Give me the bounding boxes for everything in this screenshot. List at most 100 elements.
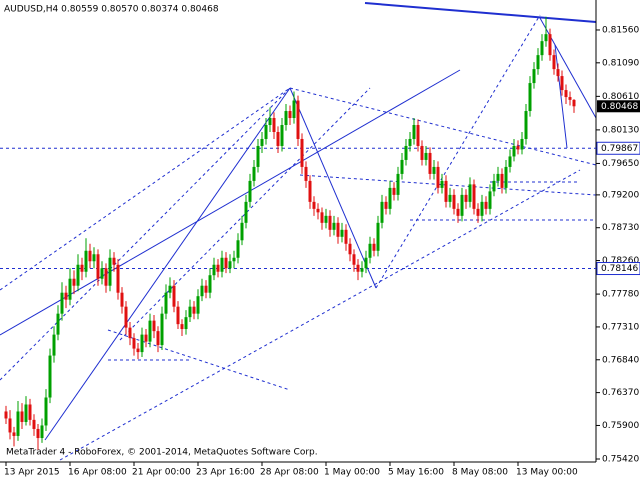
- candle-body: [184, 317, 188, 330]
- candle-body: [544, 34, 548, 42]
- candle-body: [144, 334, 148, 342]
- candle-body: [128, 327, 132, 339]
- candle-body: [556, 69, 560, 77]
- candle-body: [540, 41, 544, 56]
- y-tick-label: 0.80610: [602, 92, 639, 102]
- y-tick-label: 0.78730: [602, 223, 639, 233]
- candle-body: [236, 240, 240, 258]
- footer: MetaTrader 4 - RoboForex, © 2001-2014, M…: [6, 448, 318, 458]
- current-price-box: [597, 100, 640, 113]
- candle-body: [320, 212, 324, 223]
- candle-body: [560, 76, 564, 91]
- candle-body: [80, 264, 84, 272]
- candle-body: [36, 428, 40, 439]
- candle-body: [148, 320, 152, 342]
- candle-body: [484, 201, 488, 209]
- y-tick-label: 0.79200: [602, 190, 639, 200]
- candle-body: [44, 397, 48, 426]
- candle-body: [348, 243, 352, 255]
- y-tick-label: 0.77780: [602, 290, 639, 300]
- candle-body: [172, 285, 176, 307]
- candle-body: [140, 334, 144, 353]
- candle-body: [456, 208, 460, 216]
- candle-body: [200, 285, 204, 297]
- candle-body: [16, 411, 20, 436]
- candle-body: [352, 254, 356, 265]
- x-tick-label: 1 May 00:00: [324, 468, 380, 478]
- candle-body: [336, 222, 340, 237]
- candle-body: [196, 296, 200, 314]
- level-label-box: [596, 262, 640, 276]
- candle-body: [424, 152, 428, 160]
- candle-body: [440, 180, 444, 188]
- candle-body: [160, 313, 164, 346]
- candle-body: [288, 111, 292, 119]
- candle-body: [316, 208, 320, 213]
- candle-body: [332, 222, 336, 230]
- candle-body: [68, 278, 72, 300]
- candle-body: [124, 306, 128, 328]
- y-tick-label: 0.79650: [602, 159, 639, 169]
- x-tick-label: 8 May 08:00: [452, 468, 508, 478]
- candle-body: [120, 292, 124, 307]
- candle-body: [308, 180, 312, 202]
- candle-body: [92, 254, 96, 262]
- candle-body: [384, 201, 388, 209]
- x-tick-label: 13 Apr 2015: [4, 468, 60, 478]
- candle-body: [216, 264, 220, 272]
- candle-body: [240, 222, 244, 241]
- candle-body: [356, 264, 360, 272]
- y-tick-label: 0.76370: [602, 388, 639, 398]
- candle-body: [372, 243, 376, 251]
- candle-body: [476, 208, 480, 216]
- candle-body: [112, 257, 116, 265]
- candle-body: [88, 250, 92, 262]
- candle-body: [436, 166, 440, 188]
- candle-body: [328, 215, 332, 230]
- y-tick-label: 0.75900: [602, 421, 639, 431]
- candle-body: [304, 166, 308, 181]
- candle-body: [272, 118, 276, 132]
- candle-body: [56, 313, 60, 335]
- candle-body: [388, 187, 392, 209]
- candle-body: [464, 194, 468, 202]
- candle-body: [176, 306, 180, 325]
- candle-body: [280, 125, 284, 146]
- candle-body: [368, 243, 372, 258]
- candle-body: [20, 411, 24, 422]
- candle-body: [300, 138, 304, 167]
- candle-body: [548, 34, 552, 56]
- analysis-lines: [0, 2, 597, 461]
- candle-body: [244, 201, 248, 223]
- candle-body: [60, 292, 64, 314]
- candle-body: [448, 194, 452, 202]
- candle-body: [344, 229, 348, 244]
- candle-body: [208, 275, 212, 293]
- candle-body: [572, 99, 576, 107]
- candle-body: [412, 125, 416, 139]
- chart-title: AUDUSD,H4 0.80559 0.80570 0.80374 0.8046…: [4, 5, 219, 15]
- candle-body: [460, 194, 464, 216]
- x-tick-label: 21 Apr 00:00: [132, 468, 191, 478]
- y-tick-label: 0.78260: [602, 256, 639, 266]
- candle-body: [248, 180, 252, 202]
- candle-body: [204, 285, 208, 293]
- candle-body: [492, 180, 496, 192]
- level-label: 0.79867: [601, 144, 638, 154]
- candle-body: [324, 215, 328, 223]
- candle-body: [8, 418, 12, 433]
- current-price-label: 0.80468: [601, 102, 638, 112]
- candle-body: [52, 334, 56, 356]
- candle-body: [504, 166, 508, 188]
- candle-body: [516, 145, 520, 150]
- candle-body: [108, 257, 112, 286]
- x-tick-label: 16 Apr 08:00: [68, 468, 127, 478]
- candle-body: [256, 145, 260, 167]
- candle-body: [220, 257, 224, 272]
- candle-body: [168, 285, 172, 293]
- candle-body: [284, 111, 288, 126]
- candle-body: [4, 411, 8, 419]
- candle-body: [536, 55, 540, 70]
- x-tick-label: 13 May 00:00: [516, 468, 578, 478]
